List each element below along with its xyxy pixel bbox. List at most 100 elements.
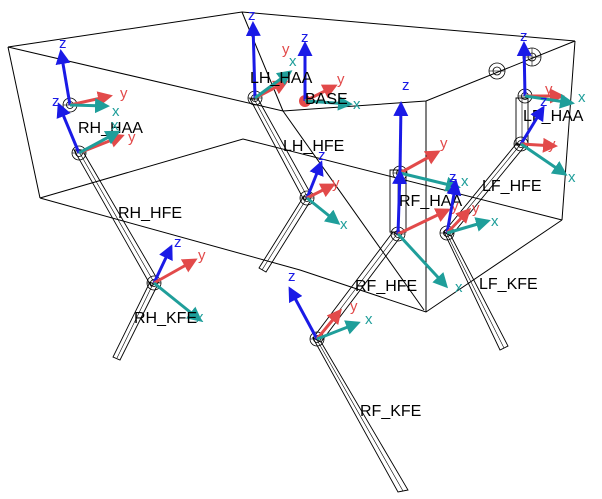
frame-base: z yx BASE	[297, 29, 361, 113]
lf-kfe-x-axis	[446, 217, 491, 235]
lf-hfe-z-axis	[519, 105, 545, 145]
lf-haa-x-axis	[524, 93, 575, 109]
rh-kfe-z-axis-label: z	[174, 234, 182, 251]
lh-hfe-z-axis-label: z	[318, 147, 326, 164]
frame-label-lf-kfe: LF_KFE	[479, 276, 538, 293]
rf-kfe-z-axis-label: z	[288, 268, 296, 285]
rh-haa-z-axis	[55, 49, 72, 106]
rf-kfe-z-axis	[288, 286, 319, 340]
frames-layer: zyxBASEzyxLH_HAAzyxLH_HFEzyxRH_HAAzyxRH_…	[52, 7, 586, 420]
rf-haa-x-axis-label: x	[461, 173, 469, 190]
base-bounding-box	[7, 11, 576, 313]
box-left-vertical	[7, 46, 41, 199]
lf-hfe-y-axis	[520, 137, 558, 153]
sphere-markers	[488, 47, 542, 80]
base-x-axis	[304, 95, 353, 111]
lh-haa-z-axis-label: z	[248, 7, 256, 24]
box-right-far-vertical	[561, 40, 576, 221]
rf-hfe-y-axis-label: y	[451, 198, 459, 215]
frame-lh-hfe: zy x LH_HFE	[283, 138, 348, 233]
rh-upper-link-inner	[77, 149, 156, 285]
frame-label-lh-hfe: LH_HFE	[283, 138, 344, 155]
lf-hfe-y-axis-label: y	[548, 136, 556, 153]
sphere-mid	[488, 62, 506, 80]
base-y-axis-label: y	[337, 71, 345, 88]
lh-hfe-y-axis	[306, 183, 336, 200]
rf-hfe-x-axis-label: x	[455, 279, 463, 296]
rh-kfe-x-axis	[153, 281, 203, 322]
frame-label-rf-hfe: RF_HFE	[355, 278, 417, 295]
frame-lf-hfe: z yx LF_HFE	[482, 93, 576, 195]
lh-haa-x-axis	[254, 70, 293, 100]
lf-kfe-y-axis-label: y	[472, 200, 480, 217]
frame-label-rh-hfe: RH_HFE	[118, 205, 182, 222]
lf-haa-z-axis-label: z	[520, 28, 528, 45]
lf-lower-link-inner	[446, 233, 505, 349]
lf-hfe-x-axis	[520, 142, 568, 176]
lh-hfe-y-axis-label: y	[332, 175, 340, 192]
lf-hfe-x-axis-label: x	[568, 169, 576, 186]
frame-lf-haa: zy xLF_HAA	[516, 28, 586, 125]
rf-lower-link	[311, 336, 409, 493]
frame-label-lf-haa: LF_HAA	[523, 108, 584, 125]
lh-hfe-z-axis	[305, 160, 324, 199]
rf-kfe-x-axis-label: x	[365, 311, 373, 328]
rh-haa-y-axis	[69, 91, 113, 107]
rh-haa-x-axis	[69, 98, 110, 114]
rf-haa-y-axis-label: y	[440, 135, 448, 152]
rf-lower-link-inner	[316, 339, 404, 492]
lf-hfe-z-axis-label: z	[540, 93, 548, 110]
rh-hfe-z-axis	[56, 102, 81, 154]
lh-haa-z-axis	[245, 21, 261, 99]
rh-hfe-x-axis-label: x	[111, 117, 119, 134]
frame-rf-hfe: zy x RF_HFE	[355, 169, 463, 296]
rh-haa-y-axis-label: y	[120, 85, 128, 102]
rf-haa-z-axis	[393, 101, 409, 174]
frame-label-lh-haa: LH_HAA	[250, 70, 313, 87]
frame-label-rh-kfe: RH_KFE	[134, 310, 197, 327]
lf-kfe-x-axis-label: x	[491, 213, 499, 230]
box-bottom-edge-front	[39, 197, 563, 313]
base-y-axis	[304, 84, 338, 103]
frame-label-rh-haa: RH_HAA	[78, 120, 143, 137]
lf-haa-z-axis	[516, 41, 532, 97]
rf-hfe-z-axis	[392, 169, 408, 235]
lh-hfe-x-axis	[306, 196, 341, 225]
rf-kfe-y-axis	[315, 308, 342, 340]
leg-lh	[249, 98, 313, 273]
rf-haa-z-axis-label: z	[402, 77, 410, 94]
base-x-axis-label: x	[353, 96, 361, 113]
leg-rf	[311, 169, 409, 493]
lh-haa-x-axis-label: x	[289, 53, 297, 70]
leg-rh	[73, 149, 160, 361]
frame-label-rf-kfe: RF_KFE	[360, 403, 421, 420]
frame-rf-kfe: z yx RF_KFE	[288, 268, 421, 420]
box-front-vertical	[282, 110, 425, 311]
base-z-axis-label: z	[301, 29, 309, 46]
rf-hfe-z-axis-label: z	[449, 169, 457, 186]
rh-lower-link-inner	[116, 283, 154, 359]
rh-kfe-y-axis-label: y	[198, 247, 206, 264]
frame-rh-kfe: zy xRH_KFE	[134, 234, 206, 327]
frame-rh-hfe: z yx RH_HFE	[52, 93, 182, 222]
rh-hfe-x-axis	[78, 130, 121, 155]
lf-haa-y-axis-label: y	[545, 81, 553, 98]
lh-lower-link-inner	[261, 197, 308, 271]
rf-hfe-x-axis	[396, 232, 449, 289]
lf-kfe-z-axis-label: z	[450, 174, 458, 191]
frame-label-lf-hfe: LF_HFE	[482, 178, 542, 195]
rh-kfe-z-axis	[152, 244, 173, 284]
rh-hfe-z-axis-label: z	[52, 93, 60, 110]
rh-haa-x-axis-label: x	[112, 103, 120, 120]
rh-hfe-y-axis-label: y	[128, 129, 136, 146]
rf-haa-y-axis	[399, 150, 441, 175]
rh-kfe-y-axis	[153, 258, 198, 285]
lh-upper-link-inner	[253, 98, 309, 199]
rf-kfe-y-axis-label: y	[350, 298, 358, 315]
lf-kfe-z-axis	[445, 180, 462, 234]
